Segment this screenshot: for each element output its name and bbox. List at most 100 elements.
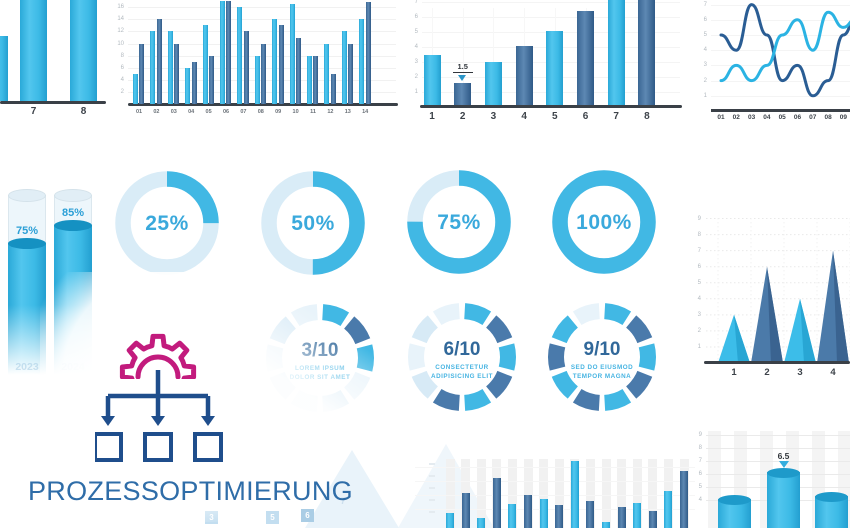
score-label: 9/10 <box>583 339 621 360</box>
bar-light <box>150 31 156 104</box>
y-tick-label: 16 <box>117 4 124 11</box>
bar-dark <box>330 73 336 105</box>
bar-dark <box>174 43 180 104</box>
grid-line-v <box>462 8 464 105</box>
bar-light <box>167 31 173 104</box>
value-label: 75% <box>15 225 39 237</box>
fill-top-ellipse <box>54 220 92 231</box>
donut-ring <box>407 170 511 274</box>
donut-progress <box>115 171 219 275</box>
x-tick-label: 07 <box>240 109 247 115</box>
donut-segment <box>432 303 461 326</box>
grid-line <box>422 2 680 3</box>
grid-line <box>415 509 695 510</box>
donut-ring <box>261 171 365 275</box>
x-tick-label: 7 <box>30 106 37 117</box>
grid-line <box>706 435 850 436</box>
grid-line <box>711 50 850 52</box>
bar-light <box>185 67 191 104</box>
score-donut-9-10: 9/10 SED DO EIUSMOD TEMPOR MAGNA <box>540 295 664 419</box>
gear-icon <box>119 333 197 379</box>
donut-100: 100% <box>546 164 662 280</box>
bar <box>680 471 688 528</box>
y-tick-placeholder <box>429 499 435 501</box>
donut-segment <box>572 303 601 326</box>
bar-dark <box>348 43 354 104</box>
gear-teeth <box>119 333 197 379</box>
y-tick-label: 10 <box>117 40 124 47</box>
y-tick-label: 2 <box>703 77 707 84</box>
segmented-ring <box>548 303 656 411</box>
x-tick-label: 08 <box>824 114 832 121</box>
grid-line <box>128 19 396 21</box>
grid-band <box>523 459 533 528</box>
grid-line <box>711 19 850 21</box>
donut-segment <box>411 315 439 344</box>
bar <box>477 518 486 528</box>
grid-line-v <box>493 8 495 105</box>
y-tick-label: 12 <box>117 28 124 35</box>
donut-segment <box>551 315 579 344</box>
x-tick-label: 5 <box>552 111 558 122</box>
donut-segment <box>625 370 653 399</box>
donut-25: 25% <box>109 165 225 281</box>
arrowhead-icon <box>201 416 215 426</box>
y-tick-label: 1 <box>703 92 707 99</box>
arrowhead-icon <box>101 416 115 426</box>
process-box <box>193 432 223 462</box>
bar-partial <box>0 36 8 101</box>
y-tick-label: 1 <box>697 343 701 350</box>
y-tick-label: 7 <box>703 1 707 8</box>
y-tick-label: 14 <box>117 16 124 23</box>
donut-50: 50% <box>255 165 371 281</box>
fill-top-ellipse <box>8 238 46 249</box>
bar <box>20 0 47 101</box>
x-tick-label: 12 <box>327 109 334 115</box>
y-tick-label: 2 <box>697 327 701 334</box>
bar-light <box>220 1 225 104</box>
y-tick-placeholder <box>429 511 435 513</box>
bar-dark <box>156 19 162 104</box>
y-tick-label: 4 <box>698 497 702 503</box>
bar <box>461 493 470 528</box>
donut-segment <box>498 343 516 371</box>
bar-light <box>272 19 278 104</box>
x-axis <box>0 101 106 104</box>
gear-inner-arc <box>135 354 181 379</box>
x-tick-label: 05 <box>778 114 786 121</box>
grid-line <box>415 495 695 496</box>
bar <box>446 513 454 528</box>
tube-top-ellipse <box>8 189 46 202</box>
bar-light <box>133 73 138 105</box>
x-tick-label: 2 <box>459 111 466 122</box>
x-axis <box>420 104 682 108</box>
peak-triangle-shade <box>800 298 816 363</box>
bar-light <box>254 55 260 104</box>
y-tick-label: 5 <box>697 279 701 286</box>
grid-line <box>711 65 850 67</box>
x-tick-label: 13 <box>344 109 351 115</box>
grid-band <box>632 459 642 528</box>
grid-band <box>476 459 486 528</box>
bar-light <box>289 4 295 104</box>
process-box <box>95 432 123 462</box>
bar <box>546 30 564 105</box>
process-box <box>143 432 173 462</box>
x-tick-label: 6 <box>582 111 589 122</box>
donut-segment <box>463 388 492 411</box>
line-series-light-blue <box>719 10 850 83</box>
x-tick-label: 11 <box>310 109 316 115</box>
y-tick-label: 1 <box>414 89 418 95</box>
cylinder-top-ellipse <box>815 492 848 503</box>
triangle-peak-chart: 1 2 3 4 5 6 7 8 9 1 2 3 4 <box>690 200 850 390</box>
bar-dark <box>296 37 301 104</box>
x-tick-label: 09 <box>275 109 282 115</box>
donut-progress <box>261 171 365 275</box>
donut-percent-label: 50% <box>291 212 335 235</box>
bar <box>423 54 441 105</box>
y-tick-label: 4 <box>414 44 418 50</box>
peak-triangle-shade <box>734 314 750 363</box>
x-tick-label: 02 <box>732 114 740 121</box>
x-tick-label: 3 <box>490 111 497 122</box>
